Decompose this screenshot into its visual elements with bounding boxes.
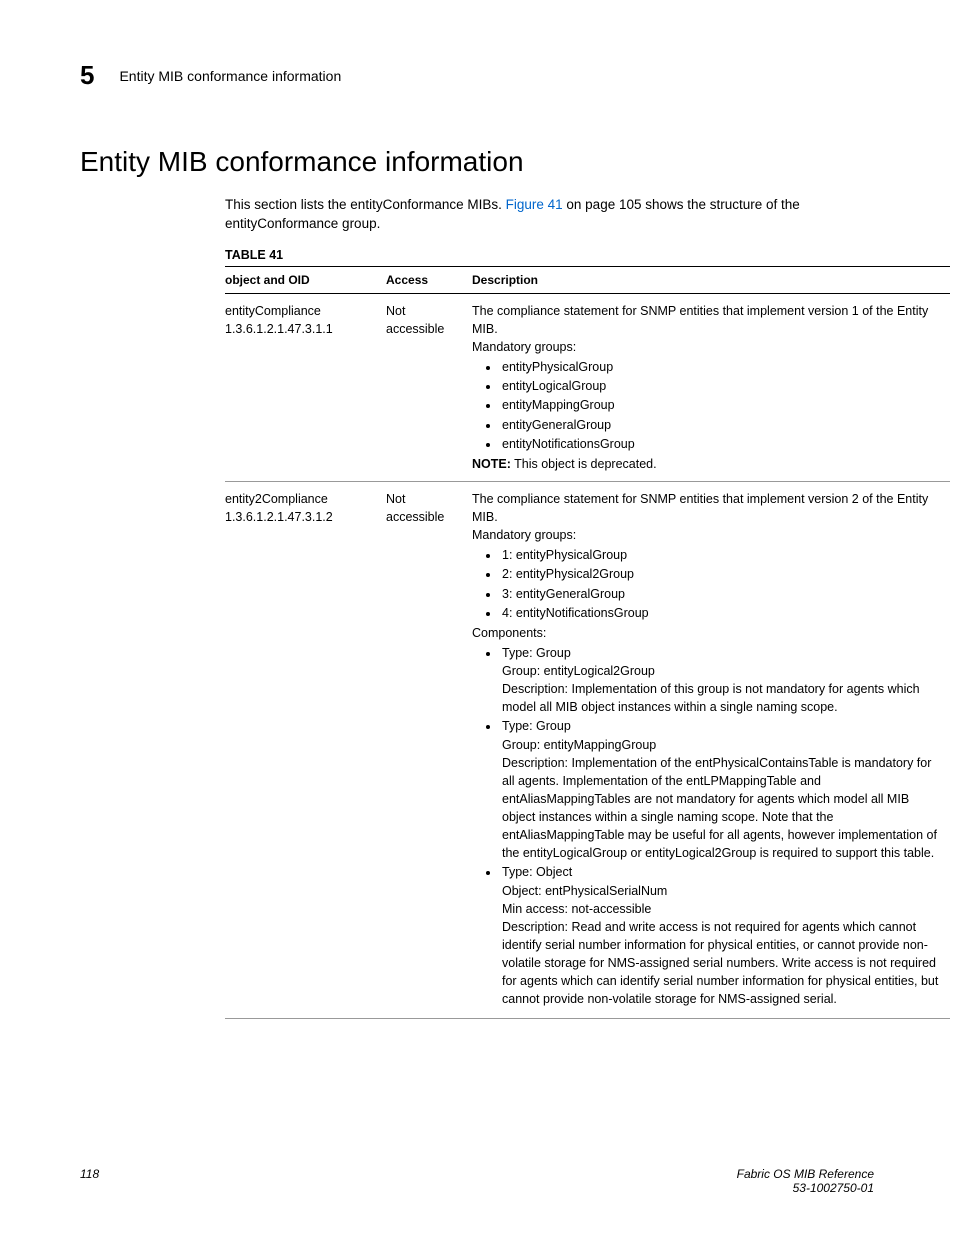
list-item: entityPhysicalGroup — [500, 358, 940, 376]
desc-lead: The compliance statement for SNMP entiti… — [472, 490, 940, 526]
cell-object: entityCompliance 1.3.6.1.2.1.47.3.1.1 — [225, 293, 386, 481]
page-header: 5 Entity MIB conformance information — [80, 60, 874, 91]
note-label: NOTE: — [472, 457, 511, 471]
header-section-name: Entity MIB conformance information — [119, 68, 341, 84]
list-item: entityMappingGroup — [500, 396, 940, 414]
component-line: Description: Read and write access is no… — [502, 918, 940, 1009]
component-line: Description: Implementation of the entPh… — [502, 754, 940, 863]
col-description: Description — [472, 266, 950, 293]
intro-paragraph: This section lists the entityConformance… — [225, 196, 874, 234]
cell-object: entity2Compliance 1.3.6.1.2.1.47.3.1.2 — [225, 481, 386, 1019]
list-item: entityLogicalGroup — [500, 377, 940, 395]
list-item: 1: entityPhysicalGroup — [500, 546, 940, 564]
footer-doc-title: Fabric OS MIB Reference — [737, 1167, 874, 1181]
table-label: TABLE 41 — [225, 248, 874, 262]
object-name: entityCompliance — [225, 304, 321, 318]
object-oid: 1.3.6.1.2.1.47.3.1.1 — [225, 322, 333, 336]
list-item: 2: entityPhysical2Group — [500, 565, 940, 583]
component-line: Description: Implementation of this grou… — [502, 680, 940, 716]
footer-right: Fabric OS MIB Reference 53-1002750-01 — [737, 1167, 874, 1195]
list-item: Type: Group Group: entityLogical2Group D… — [500, 644, 940, 717]
list-item: Type: Object Object: entPhysicalSerialNu… — [500, 863, 940, 1008]
note-text: This object is deprecated. — [511, 457, 657, 471]
figure-link[interactable]: Figure 41 — [506, 197, 563, 212]
col-access: Access — [386, 266, 472, 293]
intro-pre: This section lists the entityConformance… — [225, 197, 506, 212]
page-title: Entity MIB conformance information — [80, 146, 874, 178]
mandatory-label: Mandatory groups: — [472, 338, 940, 356]
footer-page-number: 118 — [80, 1167, 99, 1195]
component-head: Type: Object — [502, 865, 572, 879]
component-line: Group: entityMappingGroup — [502, 736, 940, 754]
note: NOTE: This object is deprecated. — [472, 455, 940, 473]
component-line: Object: entPhysicalSerialNum — [502, 882, 940, 900]
mandatory-list: 1: entityPhysicalGroup 2: entityPhysical… — [472, 546, 940, 622]
list-item: 4: entityNotificationsGroup — [500, 604, 940, 622]
components-label: Components: — [472, 624, 940, 642]
mandatory-list: entityPhysicalGroup entityLogicalGroup e… — [472, 358, 940, 453]
list-item: entityGeneralGroup — [500, 416, 940, 434]
page: 5 Entity MIB conformance information Ent… — [0, 0, 954, 1235]
components-list: Type: Group Group: entityLogical2Group D… — [472, 644, 940, 1009]
cell-access: Not accessible — [386, 481, 472, 1019]
component-line: Group: entityLogical2Group — [502, 662, 940, 680]
cell-description: The compliance statement for SNMP entiti… — [472, 481, 950, 1019]
footer-doc-id: 53-1002750-01 — [737, 1181, 874, 1195]
mandatory-label: Mandatory groups: — [472, 526, 940, 544]
desc-lead: The compliance statement for SNMP entiti… — [472, 302, 940, 338]
page-footer: 118 Fabric OS MIB Reference 53-1002750-0… — [80, 1167, 874, 1195]
table-row: entity2Compliance 1.3.6.1.2.1.47.3.1.2 N… — [225, 481, 950, 1019]
col-object: object and OID — [225, 266, 386, 293]
component-head: Type: Group — [502, 719, 571, 733]
conformance-table: object and OID Access Description entity… — [225, 266, 950, 1020]
list-item: Type: Group Group: entityMappingGroup De… — [500, 717, 940, 862]
table-header-row: object and OID Access Description — [225, 266, 950, 293]
object-oid: 1.3.6.1.2.1.47.3.1.2 — [225, 510, 333, 524]
cell-access: Not accessible — [386, 293, 472, 481]
component-line: Min access: not-accessible — [502, 900, 940, 918]
list-item: 3: entityGeneralGroup — [500, 585, 940, 603]
component-head: Type: Group — [502, 646, 571, 660]
table-row: entityCompliance 1.3.6.1.2.1.47.3.1.1 No… — [225, 293, 950, 481]
chapter-number: 5 — [80, 60, 94, 91]
object-name: entity2Compliance — [225, 492, 328, 506]
list-item: entityNotificationsGroup — [500, 435, 940, 453]
cell-description: The compliance statement for SNMP entiti… — [472, 293, 950, 481]
